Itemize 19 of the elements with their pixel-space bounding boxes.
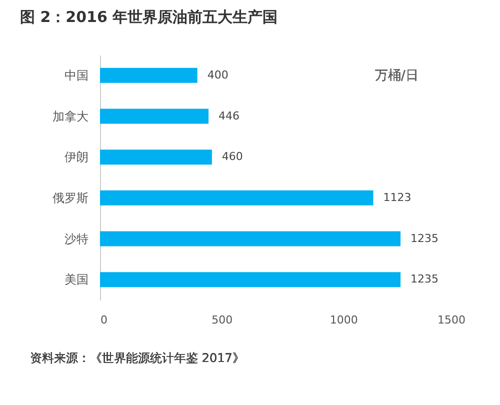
y-tick-label: 美国 [64, 272, 88, 287]
text: 资料来源：《世界能源统计年鉴 2017》 [30, 351, 244, 365]
data-label: 1235 [410, 272, 439, 286]
x-tick-label: 1000 [330, 314, 358, 326]
annotation: 万桶/日 [375, 68, 418, 84]
y-tick-label: 加拿大 [52, 109, 88, 124]
data-label: 446 [218, 109, 240, 122]
y-tick-label: 中国 [64, 68, 88, 82]
chart-title: 图 2：2016 年世界原油前五大生产国 [20, 8, 278, 26]
x-tick-label: 1500 [438, 314, 466, 326]
data-label: 1123 [383, 190, 412, 204]
y-tick-label: 俄罗斯 [52, 190, 88, 205]
data-label: 1235 [410, 232, 439, 245]
data-label: 400 [207, 68, 228, 82]
y-tick-label: 沙特 [64, 232, 88, 246]
y-tick-label: 伊朗 [64, 150, 88, 164]
x-tick-label: 0 [100, 314, 108, 326]
x-tick-label: 500 [212, 314, 233, 326]
data-label: 460 [222, 150, 243, 164]
